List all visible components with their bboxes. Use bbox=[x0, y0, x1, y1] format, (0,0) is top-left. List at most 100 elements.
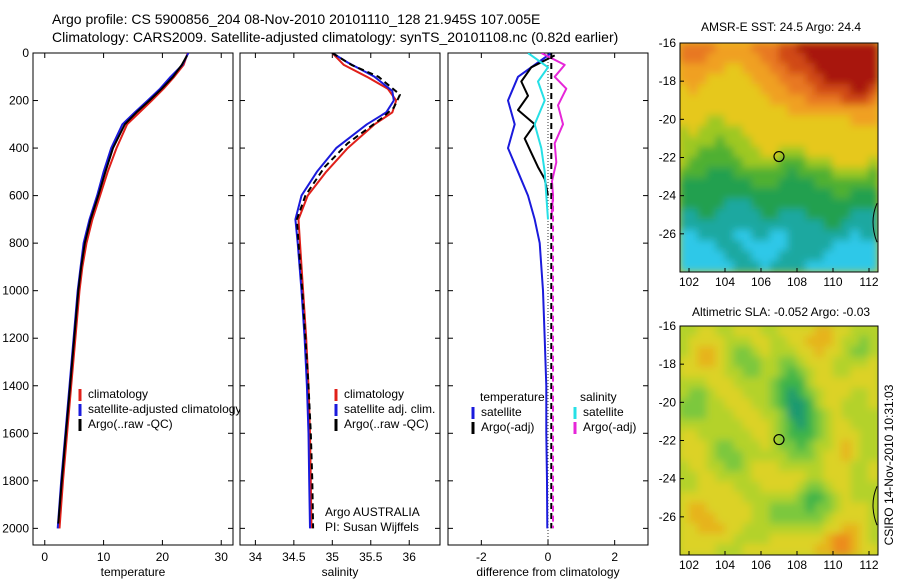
map-cell bbox=[778, 188, 789, 200]
map-cell bbox=[832, 188, 843, 200]
plot-frame bbox=[32, 52, 234, 546]
map-cell bbox=[769, 387, 780, 400]
map-cell bbox=[814, 136, 825, 148]
map-cell bbox=[742, 419, 753, 431]
map-cell bbox=[868, 544, 878, 555]
map-cell bbox=[841, 198, 852, 211]
map-cell bbox=[697, 544, 708, 555]
map-cell bbox=[859, 460, 870, 473]
map-cell bbox=[733, 84, 744, 96]
map-cell bbox=[841, 502, 852, 514]
map-x-tick-label: 110 bbox=[823, 275, 842, 289]
map-cell bbox=[715, 419, 726, 431]
map-cell bbox=[715, 460, 726, 473]
map-cell bbox=[805, 502, 816, 514]
map-cell bbox=[778, 440, 789, 452]
map-cell bbox=[787, 157, 798, 169]
map-cell bbox=[850, 533, 861, 546]
map-cell bbox=[760, 146, 771, 158]
map-cell bbox=[751, 523, 762, 535]
map-cell bbox=[859, 261, 870, 272]
map-cell bbox=[868, 523, 878, 535]
map-cell bbox=[715, 492, 726, 504]
map-cell bbox=[769, 157, 780, 169]
map-cell bbox=[805, 356, 816, 369]
map-cell bbox=[715, 52, 726, 65]
map-cell bbox=[823, 229, 834, 242]
map-cell bbox=[823, 73, 834, 86]
map-cell bbox=[823, 188, 834, 200]
map-cell bbox=[680, 240, 690, 252]
map-cell bbox=[733, 104, 744, 117]
map-cell bbox=[823, 356, 834, 369]
map-cell bbox=[823, 63, 834, 75]
map-field-clip bbox=[680, 43, 878, 272]
map-cell bbox=[868, 261, 878, 272]
map-cell bbox=[796, 356, 807, 369]
map-cell bbox=[841, 43, 852, 54]
coastline bbox=[872, 203, 878, 243]
map-cell bbox=[680, 125, 690, 138]
map-cell bbox=[724, 533, 735, 546]
map-cell bbox=[787, 104, 798, 117]
map-cell bbox=[697, 198, 708, 211]
map-cell bbox=[742, 229, 753, 242]
map-cell bbox=[742, 544, 753, 555]
map-cell bbox=[814, 544, 825, 555]
map-cell bbox=[859, 43, 870, 54]
map-cell bbox=[850, 367, 861, 379]
map-cell bbox=[841, 377, 852, 389]
map-cell bbox=[814, 52, 825, 65]
map-cell bbox=[778, 219, 789, 231]
map-cell bbox=[769, 377, 780, 389]
map-cell bbox=[680, 419, 690, 431]
map-cell bbox=[751, 429, 762, 441]
map-cell bbox=[796, 198, 807, 211]
map-cell bbox=[760, 198, 771, 211]
map-cell bbox=[742, 523, 753, 535]
map-cell bbox=[841, 94, 852, 106]
map-cell bbox=[715, 209, 726, 221]
map-cell bbox=[787, 229, 798, 242]
map-cell bbox=[715, 198, 726, 211]
map-cell bbox=[868, 229, 878, 242]
map-cell bbox=[706, 419, 717, 431]
map-cell bbox=[832, 460, 843, 473]
map-cell bbox=[841, 136, 852, 148]
map-cell bbox=[706, 250, 717, 263]
map-cell bbox=[859, 533, 870, 546]
map-cell bbox=[814, 115, 825, 127]
map-cell bbox=[733, 481, 744, 494]
map-cell bbox=[751, 104, 762, 117]
legend-label: satellite bbox=[583, 405, 624, 419]
y-tick-label: 0 bbox=[22, 46, 29, 60]
map-cell bbox=[724, 261, 735, 272]
map-cell bbox=[688, 84, 699, 96]
map-cell bbox=[841, 523, 852, 535]
map-cell bbox=[787, 492, 798, 504]
map-cell bbox=[769, 250, 780, 263]
map-cell bbox=[841, 460, 852, 473]
map-cell bbox=[715, 398, 726, 410]
map-cell bbox=[787, 387, 798, 400]
map-cell bbox=[823, 335, 834, 348]
map-cell bbox=[697, 167, 708, 179]
map-cell bbox=[832, 146, 843, 158]
map-cell bbox=[769, 125, 780, 138]
map-cell bbox=[760, 63, 771, 75]
map-cell bbox=[868, 94, 878, 106]
map-cell bbox=[760, 261, 771, 272]
map-cell bbox=[697, 136, 708, 148]
map-cell bbox=[778, 533, 789, 546]
map-cell bbox=[680, 408, 690, 421]
map-cell bbox=[697, 533, 708, 546]
map-cell bbox=[868, 115, 878, 127]
map-cell bbox=[760, 512, 771, 525]
map-cell bbox=[805, 398, 816, 410]
map-cell bbox=[796, 240, 807, 252]
map-cell bbox=[805, 104, 816, 117]
map-cell bbox=[796, 167, 807, 179]
map-cell bbox=[724, 356, 735, 369]
map-cell bbox=[868, 346, 878, 358]
